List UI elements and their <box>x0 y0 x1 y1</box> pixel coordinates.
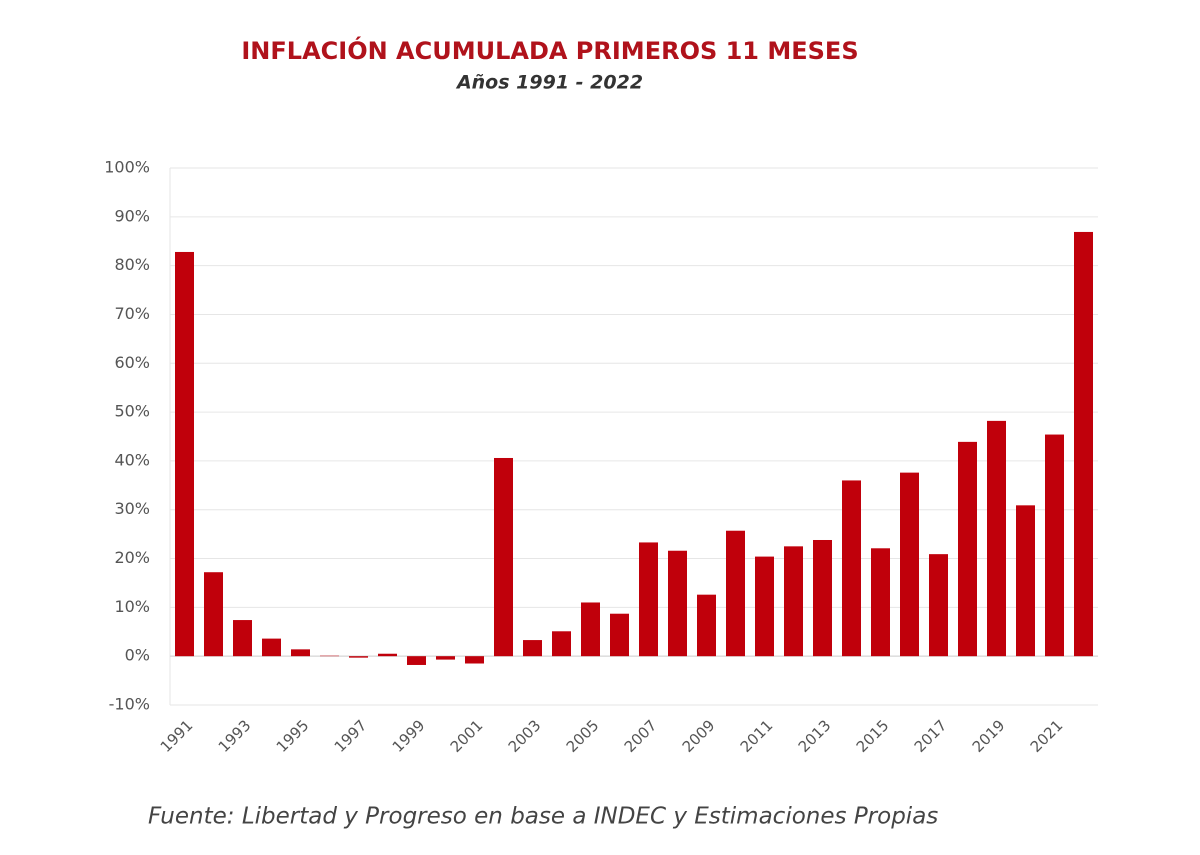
bar <box>291 649 310 656</box>
x-tick-label: 2017 <box>911 716 951 756</box>
bar <box>1016 505 1035 656</box>
bar <box>697 595 716 657</box>
bar <box>494 458 513 656</box>
x-tick-label: 1991 <box>157 716 197 756</box>
y-tick-label: 50% <box>114 402 150 421</box>
y-tick-label: 100% <box>104 158 150 177</box>
bar <box>987 421 1006 656</box>
bar <box>900 473 919 657</box>
bar <box>842 480 861 656</box>
y-tick-label: 40% <box>114 450 150 469</box>
bar <box>755 557 774 657</box>
x-tick-label: 1999 <box>389 716 429 756</box>
bar <box>1045 435 1064 657</box>
bar <box>813 540 832 656</box>
x-tick-label: 2003 <box>505 716 545 756</box>
x-tick-label: 2019 <box>969 716 1009 756</box>
bar <box>929 554 948 656</box>
bar <box>871 548 890 656</box>
x-tick-label: 2001 <box>447 716 487 756</box>
y-tick-label: 10% <box>114 597 150 616</box>
bar <box>610 614 629 656</box>
x-tick-label: 2015 <box>853 716 893 756</box>
bar <box>465 656 484 663</box>
source-note: Fuente: Libertad y Progreso en base a IN… <box>148 804 938 830</box>
bar <box>668 551 687 656</box>
x-tick-label: 2009 <box>679 716 719 756</box>
y-tick-label: 20% <box>114 548 150 567</box>
bar <box>581 602 600 656</box>
chart-subtitle: Años 1991 - 2022 <box>455 72 643 94</box>
bar <box>726 531 745 656</box>
y-tick-label: -10% <box>109 695 150 714</box>
bar <box>233 620 252 656</box>
x-tick-label: 2021 <box>1027 716 1067 756</box>
bar <box>407 656 426 665</box>
x-tick-label: 2013 <box>795 716 835 756</box>
x-tick-label: 2005 <box>563 716 603 756</box>
x-tick-label: 1997 <box>331 716 371 756</box>
y-tick-label: 80% <box>114 255 150 274</box>
bar <box>784 546 803 656</box>
chart-title: INFLACIÓN ACUMULADA PRIMEROS 11 MESES <box>241 35 858 65</box>
bar <box>262 639 281 657</box>
y-tick-label: 70% <box>114 304 150 323</box>
bar <box>958 442 977 656</box>
y-tick-label: 90% <box>114 206 150 225</box>
bar <box>378 654 397 656</box>
y-tick-label: 30% <box>114 499 150 518</box>
y-tick-label: 60% <box>114 353 150 372</box>
bar <box>349 656 368 657</box>
bar <box>204 572 223 656</box>
x-tick-label: 2011 <box>737 716 777 756</box>
bar <box>523 640 542 656</box>
x-tick-label: 1995 <box>273 716 313 756</box>
bar <box>1074 232 1093 656</box>
x-tick-label: 1993 <box>215 716 255 756</box>
x-tick-label: 2007 <box>621 716 661 756</box>
y-tick-label: 0% <box>125 646 150 665</box>
bar <box>436 656 455 659</box>
bar <box>552 631 571 656</box>
bar <box>175 252 194 656</box>
bar <box>639 542 658 656</box>
